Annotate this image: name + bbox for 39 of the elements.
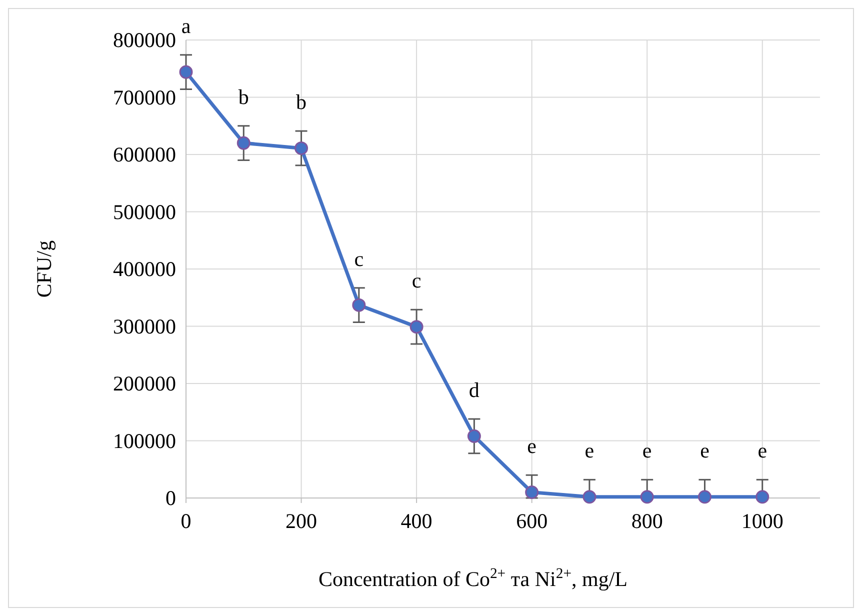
point	[525, 486, 539, 500]
annotation: e	[584, 438, 594, 463]
annotation: a	[181, 14, 192, 38]
x-tick-label: 0	[180, 509, 192, 533]
annotation: b	[296, 90, 307, 114]
annotation: c	[354, 246, 364, 271]
point	[236, 136, 250, 150]
annotation: d	[468, 378, 480, 402]
y-tick-label: 700000	[113, 85, 176, 110]
y-tick-label: 200000	[113, 372, 176, 396]
x-tick-label: 400	[400, 509, 432, 533]
x-tick-label: 1000	[741, 509, 784, 533]
annotation: b	[238, 84, 249, 109]
point	[698, 490, 712, 504]
annotation: e	[642, 438, 652, 463]
y-tick-label: 100000	[113, 428, 176, 453]
y-tick-label: 400000	[113, 257, 176, 281]
annotation: e	[527, 434, 536, 458]
annotation: e	[700, 438, 710, 463]
point	[467, 429, 481, 443]
point	[582, 490, 596, 504]
point	[410, 320, 424, 334]
point	[179, 65, 193, 79]
point	[756, 490, 770, 504]
point	[640, 490, 654, 504]
x-axis-title: Concentration of Co$^{2+}$ та Ni$^{2+}$, mg/L	[318, 566, 628, 591]
x-tick-label: 800	[631, 509, 663, 533]
y-tick-label: 500000	[113, 200, 176, 224]
point	[352, 298, 366, 312]
y-tick-label: 800000	[113, 28, 176, 52]
y-tick-label: 0	[166, 486, 176, 510]
y-tick-label: 600000	[113, 142, 176, 166]
y-tick-label: 300000	[113, 314, 176, 338]
y-axis-title: CFU/g	[32, 240, 56, 298]
annotation: e	[758, 438, 768, 463]
x-tick-label: 600	[516, 509, 548, 533]
x-tick-label: 200	[286, 509, 318, 533]
point	[294, 141, 308, 155]
annotation: c	[412, 268, 422, 293]
